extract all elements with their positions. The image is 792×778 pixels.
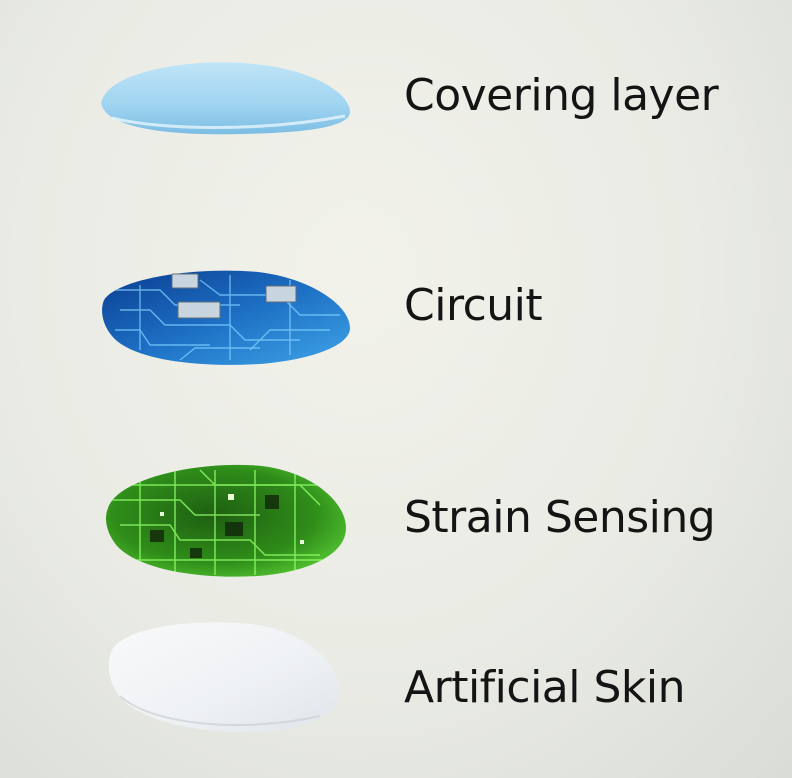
circuit-label: Circuit — [404, 280, 543, 331]
strain-sensing-label: Strain Sensing — [404, 492, 716, 543]
artificial-skin-label: Artificial Skin — [404, 662, 686, 713]
covering-layer-label: Covering layer — [404, 70, 719, 121]
